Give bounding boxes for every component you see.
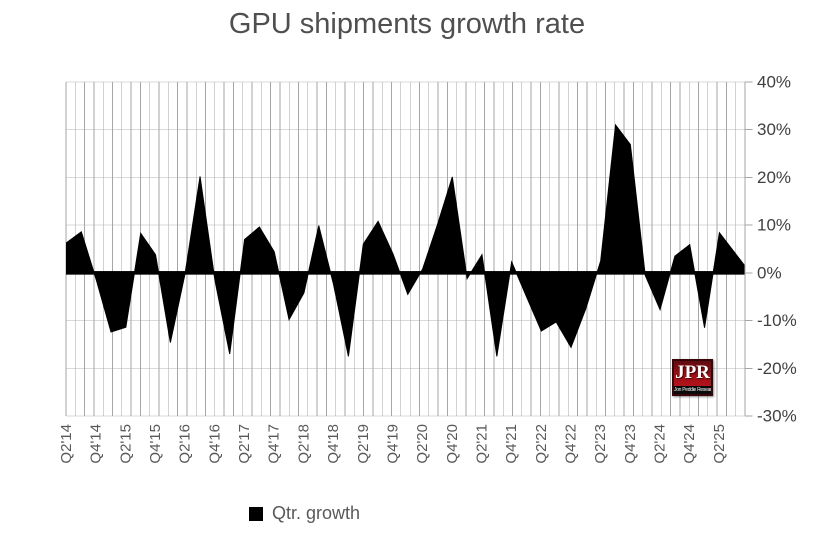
y-axis-label: 40% <box>757 73 791 92</box>
x-axis-label: Q2'14 <box>58 424 75 464</box>
y-axis-label: -30% <box>757 407 797 426</box>
y-axis-label: -20% <box>757 359 797 378</box>
label-layer: 40% 30% 20% 10% 0% -10% -20% -30% Q2'14 Q4'14 Q2'1… <box>58 73 797 464</box>
zero-axis-line <box>66 271 745 275</box>
x-axis-label: Q2'21 <box>473 424 490 464</box>
x-axis-label: Q4'18 <box>325 424 342 464</box>
x-axis-label: Q2'17 <box>236 424 253 464</box>
series-layer <box>66 123 745 357</box>
legend: Qtr. growth <box>249 503 360 524</box>
x-axis-label: Q2'15 <box>117 424 134 464</box>
jpr-logo: JPR Jon Peddie Research <box>672 359 713 396</box>
qtr-growth-area <box>66 123 745 357</box>
x-axis-label: Q2'16 <box>177 424 194 464</box>
y-axis-label: 0% <box>757 263 782 282</box>
x-axis-label: Q4'19 <box>384 424 401 464</box>
x-axis-label: Q2'23 <box>592 424 609 464</box>
x-axis-label: Q2'18 <box>295 424 312 464</box>
x-axis-label: Q2'22 <box>533 424 550 464</box>
x-axis-label: Q4'17 <box>266 424 283 464</box>
x-axis-label: Q4'24 <box>681 424 698 464</box>
x-axis-label: Q4'16 <box>206 424 223 464</box>
x-axis-label: Q2'25 <box>711 424 728 464</box>
grid-layer <box>65 81 746 417</box>
y-axis-label: 30% <box>757 120 791 139</box>
x-axis-label: Q4'15 <box>147 424 164 464</box>
x-axis-label: Q2'19 <box>355 424 372 464</box>
axis-layer <box>744 81 753 417</box>
jpr-logo-name: Jon Peddie Research <box>674 386 711 394</box>
x-axis-label: Q4'20 <box>444 424 461 464</box>
legend-label: Qtr. growth <box>272 503 361 523</box>
y-axis-label: -10% <box>757 311 797 330</box>
x-axis-label: Q4'22 <box>563 424 580 464</box>
x-axis-label: Q4'14 <box>88 424 105 464</box>
legend-swatch <box>249 506 263 521</box>
y-axis-label: 20% <box>757 168 791 187</box>
x-axis-label: Q4'21 <box>503 424 520 464</box>
x-axis-label: Q2'20 <box>414 424 431 464</box>
x-axis-label: Q2'24 <box>652 424 669 464</box>
jpr-logo-abbr: JPR <box>675 362 710 383</box>
x-axis-label: Q4'23 <box>622 424 639 464</box>
y-axis-label: 10% <box>757 216 791 235</box>
chart-title: GPU shipments growth rate <box>228 8 586 40</box>
